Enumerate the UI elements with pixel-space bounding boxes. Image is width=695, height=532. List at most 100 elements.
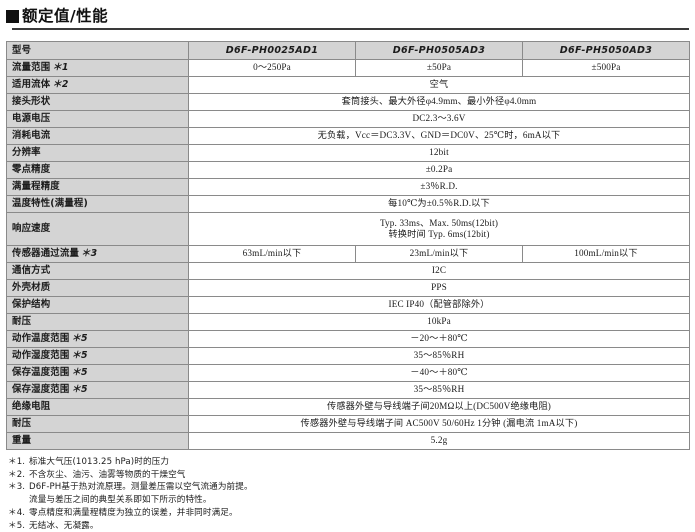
row-note-mark — [50, 265, 52, 276]
row-label: 通信方式 — [6, 262, 189, 281]
row-note-mark — [50, 96, 52, 107]
row-note-mark — [60, 181, 62, 192]
row-value-shared: PPS — [188, 279, 690, 298]
row-note-mark: ＊5 — [71, 384, 88, 396]
row-value-model-2: ±50Pa — [355, 59, 523, 78]
column-header-model-1: D6F-PH0025AD1 — [188, 41, 356, 61]
row-label-text: 耐压 — [12, 418, 32, 430]
row-value-shared: 每10℃为±0.5％R.D.以下 — [188, 195, 690, 214]
row-label-text: 流量范围 — [12, 62, 51, 74]
row-label-text: 消耗电流 — [12, 130, 51, 142]
row-label-text: 重量 — [12, 435, 32, 447]
filled-square-icon — [6, 10, 19, 24]
row-label-text: 适用流体 — [12, 79, 51, 91]
row-value-shared: Typ. 33ms、Max. 50ms(12bit) 转换时间 Typ. 6ms… — [188, 212, 690, 247]
footnote-text: 无结冰、无凝露。 — [29, 520, 99, 531]
table-row: 保护结构 IEC IP40（配管部除外） — [6, 296, 690, 315]
row-label-text: 动作湿度范围 — [12, 350, 70, 362]
footnote-text: 不含灰尘、油污、油雾等物质的干燥空气 — [29, 469, 186, 480]
table-row: 通信方式 I2C — [6, 262, 690, 281]
row-note-mark — [31, 316, 33, 327]
row-label: 耐压 — [6, 313, 189, 332]
row-value-shared: 传感器外壁与导线端子间20MΩ以上(DC500V绝缘电阻) — [188, 398, 690, 417]
footnote-5: ＊5. 无结冰、无凝露。 — [8, 520, 689, 532]
row-label: 接头形状 — [6, 93, 189, 112]
row-label-text: 接头形状 — [12, 96, 51, 108]
row-value-shared: 套筒接头、最大外径φ4.9mm、最小外径φ4.0mm — [188, 93, 690, 112]
footnotes-block: ＊1. 标准大气压(1013.25 hPa)时的压力 ＊2. 不含灰尘、油污、油… — [8, 456, 689, 532]
row-label-text: 响应速度 — [12, 223, 51, 235]
table-row: 绝缘电阻 传感器外壁与导线端子间20MΩ以上(DC500V绝缘电阻) — [6, 398, 690, 417]
footnote-text: 零点精度和满量程精度为独立的误差，并非同时满足。 — [29, 507, 238, 518]
row-note-mark — [50, 113, 52, 124]
row-note-mark — [88, 198, 90, 209]
row-label: 响应速度 — [6, 212, 189, 247]
row-note-mark: ＊5 — [71, 367, 88, 379]
table-row: 动作湿度范围 ＊5 35～85％RH — [6, 347, 690, 366]
row-label: 零点精度 — [6, 161, 189, 180]
row-value-shared: IEC IP40（配管部除外） — [188, 296, 690, 315]
row-label: 保存湿度范围 ＊5 — [6, 381, 189, 400]
table-row: 耐压 10kPa — [6, 313, 690, 332]
row-value-shared: 12bit — [188, 144, 690, 163]
row-label: 满量程精度 — [6, 178, 189, 197]
footnote-mark: ＊2. — [8, 469, 26, 480]
table-header-row: 型号 D6F-PH0025AD1 D6F-PH0505AD3 D6F-PH505… — [6, 41, 690, 61]
row-label-text: 外壳材质 — [12, 282, 51, 294]
footnote-2: ＊2. 不含灰尘、油污、油雾等物质的干燥空气 — [8, 469, 689, 482]
footnote-3: ＊3. D6F-PH基于热对流原理。测量差压需以空气流通为前提。 — [8, 481, 689, 494]
footnote-4: ＊4. 零点精度和满量程精度为独立的误差，并非同时满足。 — [8, 507, 689, 520]
row-note-mark — [50, 299, 52, 310]
table-row: 耐压 传感器外壁与导线端子间 AC500V 50/60Hz 1分钟 (漏电流 1… — [6, 415, 690, 434]
table-row: 重量 5.2g — [6, 432, 690, 451]
table-row: 温度特性(满量程) 每10℃为±0.5％R.D.以下 — [6, 195, 690, 214]
row-label: 动作湿度范围 ＊5 — [6, 347, 189, 366]
row-value-shared: ±3％R.D. — [188, 178, 690, 197]
row-note-mark: ＊1 — [52, 62, 69, 74]
row-value-model-1: 63mL/min以下 — [188, 245, 356, 264]
row-label: 动作温度范围 ＊5 — [6, 330, 189, 349]
row-value-model-3: ±500Pa — [522, 59, 690, 78]
row-note-mark — [50, 130, 52, 141]
spec-sheet-page: 额定值/性能 型号 D6F-PH0025AD1 D6F-PH0505AD3 D6… — [6, 7, 695, 531]
row-label: 保存温度范围 ＊5 — [6, 364, 189, 383]
row-note-mark: ＊2 — [52, 79, 69, 91]
row-label: 绝缘电阻 — [6, 398, 189, 417]
row-label: 保护结构 — [6, 296, 189, 315]
row-note-mark: ＊3 — [81, 248, 98, 260]
row-note-mark — [50, 223, 52, 234]
row-label: 耐压 — [6, 415, 189, 434]
column-header-label: 型号 — [6, 41, 189, 61]
row-value-shared: 空气 — [188, 76, 690, 95]
footnote-mark: ＊1. — [8, 457, 26, 468]
section-title-row: 额定值/性能 — [6, 7, 695, 25]
row-value-model-2: 23mL/min以下 — [355, 245, 523, 264]
table-row: 传感器通过流量 ＊3 63mL/min以下 23mL/min以下 100mL/mi… — [6, 245, 690, 264]
row-label-text: 分辨率 — [12, 147, 41, 159]
table-row: 保存温度范围 ＊5 －40～＋80℃ — [6, 364, 690, 383]
table-row: 接头形状 套筒接头、最大外径φ4.9mm、最小外径φ4.0mm — [6, 93, 690, 112]
row-value-shared: 35～85％RH — [188, 347, 690, 366]
row-label-text: 满量程精度 — [12, 181, 60, 193]
row-label: 温度特性(满量程) — [6, 195, 189, 214]
row-label: 流量范围 ＊1 — [6, 59, 189, 78]
row-label-text: 保护结构 — [12, 299, 51, 311]
table-row: 消耗电流 无负载，Vcc＝DC3.3V、GND＝DC0V、25℃时，6mA以下 — [6, 127, 690, 146]
page-title: 额定值/性能 — [22, 7, 109, 25]
table-row: 满量程精度 ±3％R.D. — [6, 178, 690, 197]
footnote-3-continuation: 流量与差压之间的典型关系即如下所示的特性。 — [29, 495, 212, 506]
footnote-mark: ＊4. — [8, 507, 26, 518]
row-value-shared: 传感器外壁与导线端子间 AC500V 50/60Hz 1分钟 (漏电流 1mA以… — [188, 415, 690, 434]
row-value-model-1: 0～250Pa — [188, 59, 356, 78]
footnote-mark: ＊5. — [8, 520, 26, 531]
row-value-line-1: Typ. 33ms、Max. 50ms(12bit) — [379, 217, 499, 228]
table-row: 外壳材质 PPS — [6, 279, 690, 298]
row-value-shared: DC2.3～3.6V — [188, 110, 690, 129]
table-body: 型号 D6F-PH0025AD1 D6F-PH0505AD3 D6F-PH505… — [6, 41, 690, 451]
row-label: 传感器通过流量 ＊3 — [6, 245, 189, 264]
row-value-shared: ±0.2Pa — [188, 161, 690, 180]
row-value-shared: －20～＋80℃ — [188, 330, 690, 349]
row-label-text: 保存温度范围 — [12, 367, 70, 379]
table-row: 保存湿度范围 ＊5 35～85％RH — [6, 381, 690, 400]
table-row: 流量范围 ＊1 0～250Pa ±50Pa ±500Pa — [6, 59, 690, 78]
